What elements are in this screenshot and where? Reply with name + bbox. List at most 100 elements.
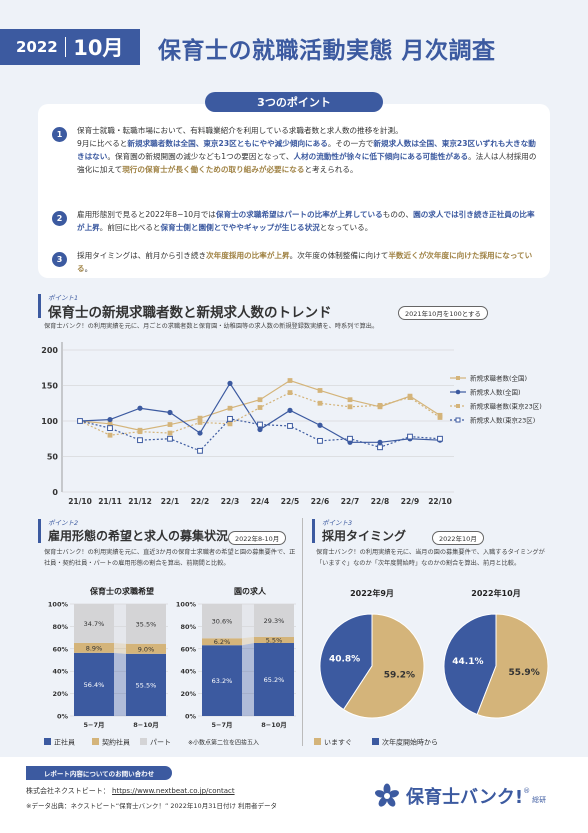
point-number: 1 [52,127,67,142]
point3-desc: 保育士バンク！の利用実績を元に、当月の園の募集要件で、入職するタイミングが「いま… [316,549,545,567]
company-name: 株式会社ネクストビート： [26,787,110,795]
logo-text: 保育士バンク! [406,787,524,808]
data-label: 29.3% [264,617,285,625]
y-tick-label: 0 [52,488,58,497]
note-text: ※小数点第二位を四捨五入 [188,739,259,747]
section-divider [302,518,303,746]
x-tick-label: 22/5 [281,497,299,506]
flower-logo-icon [375,783,399,807]
bar-segment [126,653,166,716]
data-point [197,420,203,425]
data-point [287,423,293,429]
data-point [317,400,323,406]
bar-segment [74,642,114,653]
bar-segment [202,638,242,646]
legend-marker [456,404,460,408]
data-point [257,426,263,433]
x-tick-label: 21/12 [128,497,152,506]
data-point [347,404,353,410]
points-box: 1 保育士就職・転職市場において、有料職業紹介を利用している求職者数と求人数の推… [38,104,550,278]
data-point [167,409,173,416]
point-item-1: 1 保育士就職・転職市場において、有料職業紹介を利用している求職者数と求人数の推… [52,124,537,176]
data-point [167,430,173,436]
bar-segment [126,604,166,644]
legend-marker [456,376,460,380]
data-point [227,421,233,427]
point3-pill: 2022年10月 [432,531,484,545]
data-label: 8.9% [86,644,103,652]
bar-connector [114,642,126,654]
data-point [377,439,383,445]
point2-title: 雇用形態の希望と求人の募集状況 [48,529,229,543]
logo-sub: 総研 [532,796,547,804]
contact-pill: レポート内容についてのお問い合わせ [26,766,172,780]
contact-link[interactable]: https://www.nextbeat.co.jp/contact [112,787,235,795]
y-tick-label: 100% [48,601,69,609]
pie-label: 55.9% [508,668,539,678]
point-text-segment: ものの、 [382,210,414,219]
data-point [197,447,203,454]
bar-segment [202,645,242,716]
bar-chart-title: 園の求人 [234,586,267,596]
data-point [257,405,263,410]
point-item-2: 2 雇用形態別で見ると2022年8−10月では保育士の求職希望はパートの比率が上… [52,208,537,234]
x-tick-label: 5−7月 [84,721,105,729]
legend-label: 正社員 [54,738,75,747]
y-tick-label: 80% [52,623,68,631]
pie-label: 40.8% [329,654,360,664]
data-point [107,425,113,431]
x-tick-label: 22/10 [428,497,452,506]
point-text: 雇用形態別で見ると2022年8−10月では保育士の求職希望はパートの比率が上昇し… [77,208,537,234]
point-item-3: 3 採用タイミングは、前月から引き続き次年度採用の比率が上昇。次年度の体制整備に… [52,249,537,275]
data-point [257,397,263,403]
data-label: 65.2% [264,676,285,684]
point-text-segment: 新規求職者数は全国、東京23区ともにやや減少傾向にある [127,139,328,148]
bar-connector [114,604,126,644]
pie-title: 2022年10月 [471,588,520,598]
point-text-segment: 採用タイミングは、前月から引き続き [77,251,207,260]
point-number: 2 [52,211,67,226]
bar-chart-title: 保育士の求職希望 [89,586,154,596]
data-point [197,415,203,421]
point-text-segment: 。次年度の体制整備に向けて [289,251,389,260]
legend-marker [455,417,461,423]
legend-label: 新規求人数(全国) [470,388,521,397]
point-text-segment: 半数近くが次年度に向けた採用になっている [77,251,533,273]
x-tick-label: 22/8 [371,497,389,506]
point-text-segment: 。 [84,264,93,273]
data-point [407,433,413,440]
data-point [77,418,83,424]
data-point [197,430,203,436]
point1-bar [38,294,41,318]
data-point [167,435,173,442]
y-tick-label: 150 [41,382,58,391]
data-point [347,397,353,403]
bar-segment [254,604,294,637]
pie-slice [443,613,497,716]
data-point [107,416,113,423]
y-tick-label: 60% [52,645,68,653]
legend-swatch [140,738,147,745]
point-text-segment: 。前回に比べると [99,223,161,232]
legend-label: 新規求人数(東京23区) [470,416,535,425]
data-point [437,435,443,442]
logo-registered: ® [523,787,531,795]
x-tick-label: 8−10月 [261,721,287,729]
data-point [317,422,323,428]
data-source: ※データ出典：ネクストビート“保育士バンク！” 2022年10月31日付け 利用… [26,802,278,810]
data-point [377,402,383,408]
bar-charts: 保育士の求職希望 0% 20% 40% 60% 80% 100% 56.4% 8.9% 34.7%… [44,586,296,747]
point-text-segment: 人材の流動性が徐々に低下傾向にある可能性がある [293,152,469,161]
legend-swatch [44,738,51,745]
contact-line: 株式会社ネクストビート： https://www.nextbeat.co.jp/… [26,786,235,796]
series-line-1 [79,382,441,443]
data-point [437,415,443,420]
data-point [407,395,413,400]
point2-pill: 2022年8-10月 [228,531,287,545]
bar-connector [242,636,254,646]
bar-connector [242,642,254,716]
bar-segment [202,604,242,639]
x-tick-label: 22/2 [191,497,209,506]
x-tick-label: 22/6 [311,497,329,506]
data-label: 9.0% [138,645,155,653]
